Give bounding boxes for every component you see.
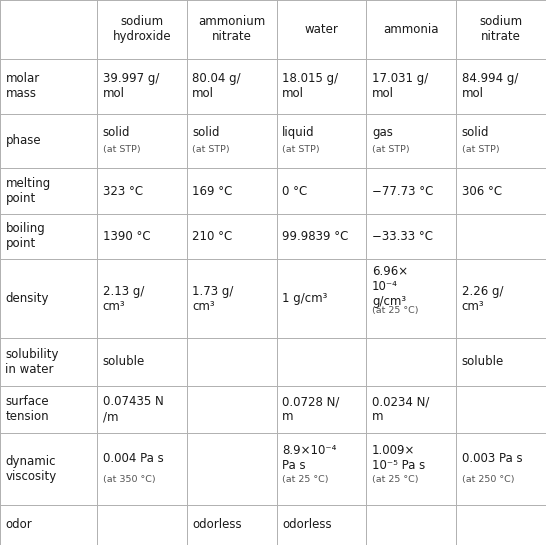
- Text: 84.994 g/
mol: 84.994 g/ mol: [462, 72, 518, 100]
- Text: solid: solid: [103, 126, 130, 139]
- Text: gas: gas: [372, 126, 393, 139]
- Text: soluble: soluble: [462, 355, 504, 368]
- Text: 18.015 g/
mol: 18.015 g/ mol: [282, 72, 338, 100]
- Text: 0.0234 N/
m: 0.0234 N/ m: [372, 396, 429, 423]
- Text: boiling
point: boiling point: [5, 222, 45, 251]
- Text: (at STP): (at STP): [462, 144, 499, 154]
- Text: 1390 °C: 1390 °C: [103, 230, 150, 243]
- Text: 99.9839 °C: 99.9839 °C: [282, 230, 348, 243]
- Text: 1.73 g/
cm³: 1.73 g/ cm³: [192, 284, 234, 312]
- Text: (at STP): (at STP): [192, 144, 230, 154]
- Text: 323 °C: 323 °C: [103, 185, 143, 197]
- Text: (at STP): (at STP): [103, 144, 140, 154]
- Text: 17.031 g/
mol: 17.031 g/ mol: [372, 72, 428, 100]
- Text: 2.26 g/
cm³: 2.26 g/ cm³: [462, 284, 503, 312]
- Text: 169 °C: 169 °C: [192, 185, 233, 197]
- Text: −33.33 °C: −33.33 °C: [372, 230, 433, 243]
- Text: ammonium
nitrate: ammonium nitrate: [198, 15, 265, 44]
- Text: sodium
nitrate: sodium nitrate: [479, 15, 523, 44]
- Text: 1.009×
10⁻⁵ Pa s: 1.009× 10⁻⁵ Pa s: [372, 444, 425, 472]
- Text: water: water: [305, 23, 339, 36]
- Text: liquid: liquid: [282, 126, 314, 139]
- Text: −77.73 °C: −77.73 °C: [372, 185, 434, 197]
- Text: 306 °C: 306 °C: [462, 185, 502, 197]
- Text: (at STP): (at STP): [372, 144, 410, 154]
- Text: melting
point: melting point: [5, 177, 51, 205]
- Text: (at 25 °C): (at 25 °C): [372, 475, 418, 484]
- Text: 2.13 g/
cm³: 2.13 g/ cm³: [103, 284, 144, 312]
- Text: 39.997 g/
mol: 39.997 g/ mol: [103, 72, 159, 100]
- Text: (at STP): (at STP): [282, 144, 320, 154]
- Text: 210 °C: 210 °C: [192, 230, 233, 243]
- Text: solid: solid: [462, 126, 489, 139]
- Text: (at 25 °C): (at 25 °C): [372, 306, 418, 315]
- Text: (at 25 °C): (at 25 °C): [282, 475, 329, 484]
- Text: odorless: odorless: [192, 518, 242, 531]
- Text: molar
mass: molar mass: [5, 72, 40, 100]
- Text: 80.04 g/
mol: 80.04 g/ mol: [192, 72, 241, 100]
- Text: odor: odor: [5, 518, 32, 531]
- Text: 0.004 Pa s: 0.004 Pa s: [103, 452, 163, 464]
- Text: solubility
in water: solubility in water: [5, 348, 59, 376]
- Text: surface
tension: surface tension: [5, 396, 49, 423]
- Text: 1 g/cm³: 1 g/cm³: [282, 292, 328, 305]
- Text: ammonia: ammonia: [384, 23, 439, 36]
- Text: dynamic
viscosity: dynamic viscosity: [5, 455, 57, 483]
- Text: density: density: [5, 292, 49, 305]
- Text: 6.96×
10⁻⁴
g/cm³: 6.96× 10⁻⁴ g/cm³: [372, 265, 408, 308]
- Text: 0.07435 N
/m: 0.07435 N /m: [103, 396, 163, 423]
- Text: phase: phase: [5, 135, 41, 148]
- Text: 8.9×10⁻⁴
Pa s: 8.9×10⁻⁴ Pa s: [282, 444, 336, 472]
- Text: odorless: odorless: [282, 518, 332, 531]
- Text: solid: solid: [192, 126, 220, 139]
- Text: (at 350 °C): (at 350 °C): [103, 475, 155, 484]
- Text: sodium
hydroxide: sodium hydroxide: [112, 15, 171, 44]
- Text: 0.003 Pa s: 0.003 Pa s: [462, 452, 523, 464]
- Text: 0.0728 N/
m: 0.0728 N/ m: [282, 396, 340, 423]
- Text: 0 °C: 0 °C: [282, 185, 307, 197]
- Text: soluble: soluble: [103, 355, 145, 368]
- Text: (at 250 °C): (at 250 °C): [462, 475, 514, 484]
